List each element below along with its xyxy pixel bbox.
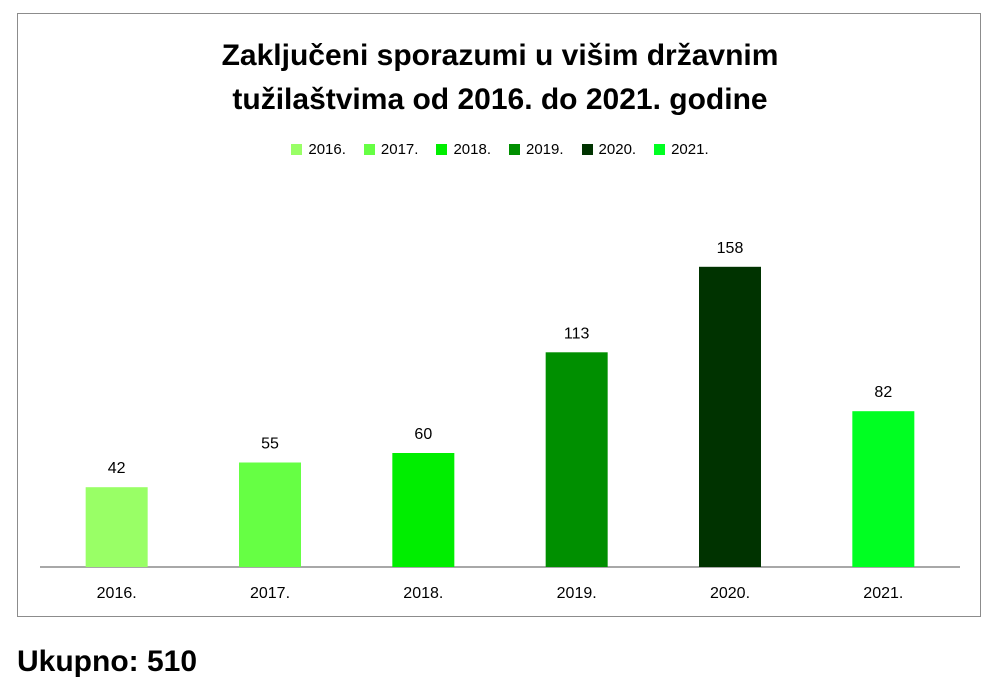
total-count: Ukupno: 510 [17, 645, 198, 678]
legend-label: 2016. [308, 141, 346, 158]
legend-item: 2018. [436, 141, 491, 158]
bar [545, 352, 608, 567]
legend-item: 2021. [654, 141, 709, 158]
legend-item: 2020. [581, 141, 637, 158]
data-label: 113 [564, 325, 590, 342]
legend-swatch [363, 144, 375, 155]
legend-swatch [291, 144, 303, 155]
data-label: 158 [717, 240, 744, 257]
x-tick-label: 2016. [97, 585, 137, 602]
data-label: 55 [261, 436, 279, 453]
chart-title-line-1: Zaključeni sporazumi u višim državnim [221, 39, 779, 72]
legend-label: 2020. [598, 141, 637, 158]
legend-label: 2019. [526, 141, 564, 158]
data-label: 82 [874, 384, 892, 401]
bar [239, 462, 301, 567]
x-tick-label: 2019. [557, 585, 597, 602]
chart-legend: 2016. 2017. 2018. 2019. 2020. 2021. [0, 141, 1000, 158]
legend-item: 2019. [509, 141, 564, 158]
bar [85, 487, 148, 567]
legend-label: 2017. [380, 141, 419, 158]
legend-item: 2017. [363, 141, 419, 158]
chart-title: Zaključeni sporazumi u višim državnim tu… [0, 34, 1000, 122]
legend-swatch [509, 144, 520, 155]
legend-label: 2021. [671, 141, 709, 158]
legend-swatch [654, 144, 666, 155]
data-label: 42 [108, 460, 126, 477]
bar [392, 453, 455, 567]
x-tick-label: 2020. [710, 585, 750, 602]
legend-swatch [436, 144, 448, 155]
legend-item: 2016. [291, 141, 346, 158]
bar [852, 411, 915, 567]
x-tick-label: 2017. [250, 585, 290, 602]
chart-frame [17, 13, 981, 617]
legend-swatch [581, 144, 593, 155]
data-label: 60 [414, 426, 432, 443]
legend-label: 2018. [453, 141, 491, 158]
bar [699, 266, 761, 567]
x-tick-label: 2018. [403, 585, 443, 602]
x-tick-label: 2021. [863, 585, 903, 602]
chart-title-line-2: tužilaštvima od 2016. do 2021. godine [232, 83, 768, 116]
